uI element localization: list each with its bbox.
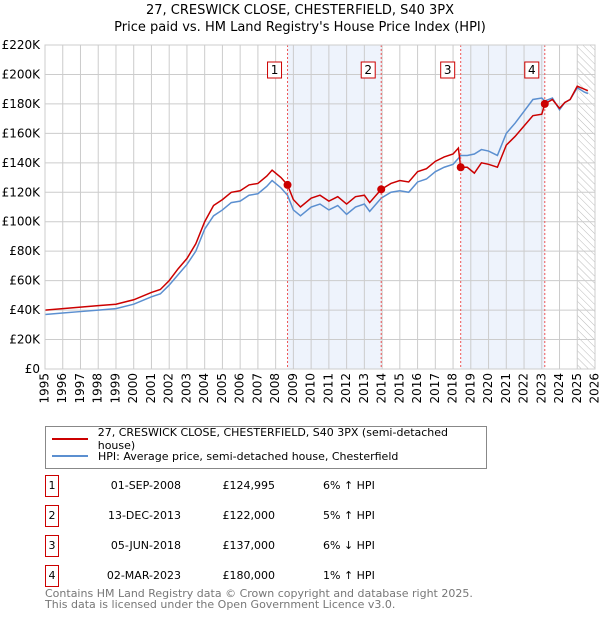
sale-label-box <box>440 61 456 79</box>
x-tick-label: 2015 <box>392 373 406 404</box>
x-tick-label: 2010 <box>304 373 318 404</box>
legend-item-property: 27, CRESWICK CLOSE, CHESTERFIELD, S40 3P… <box>52 426 486 452</box>
footer: Contains HM Land Registry data © Crown c… <box>45 588 473 610</box>
y-tick-label: £80K <box>9 244 41 258</box>
y-tick-label: £0 <box>25 362 40 376</box>
y-tick-label: £200K <box>2 67 42 81</box>
sale-marker-box: 2 <box>45 505 59 527</box>
y-tick-label: £120K <box>2 185 42 199</box>
legend-item-hpi: HPI: Average price, semi-detached house,… <box>52 448 398 464</box>
x-tick-label: 2023 <box>534 373 548 404</box>
future-hatch <box>577 45 595 369</box>
x-tick-label: 2016 <box>410 373 424 404</box>
x-tick-label: 2026 <box>588 373 600 404</box>
sale-label: 4 <box>528 63 536 77</box>
sale-price: £180,000 <box>222 569 276 582</box>
sale-point <box>456 163 465 172</box>
sale-date: 13-DEC-2013 <box>107 509 181 522</box>
shaded-period <box>460 45 545 369</box>
x-tick-label: 1996 <box>55 373 69 404</box>
x-tick-label: 2008 <box>268 373 282 404</box>
sale-marker-box: 3 <box>45 535 59 557</box>
x-tick-label: 2011 <box>321 373 335 404</box>
x-tick-label: 2025 <box>570 373 584 404</box>
sale-date: 02-MAR-2023 <box>106 569 181 582</box>
x-tick-label: 2009 <box>286 373 300 404</box>
sale-point <box>540 99 549 108</box>
footer-line: Contains HM Land Registry data © Crown c… <box>45 587 473 600</box>
y-tick-label: £40K <box>9 303 41 317</box>
y-tick-label: £100K <box>2 215 42 229</box>
y-tick-label: £180K <box>2 97 42 111</box>
sale-label-box <box>524 61 540 79</box>
x-tick-label: 2012 <box>339 373 353 404</box>
y-tick-label: £20K <box>9 333 41 347</box>
series-line <box>44 85 589 311</box>
sale-hpi-diff: 5% ↑ HPI <box>323 509 375 522</box>
legend-label: 27, CRESWICK CLOSE, CHESTERFIELD, S40 3P… <box>97 426 449 452</box>
x-tick-label: 2006 <box>233 373 247 404</box>
x-tick-label: 2002 <box>162 373 176 404</box>
x-tick-label: 2001 <box>144 373 158 404</box>
footer-line: This data is licensed under the Open Gov… <box>45 598 396 611</box>
x-tick-label: 2005 <box>215 373 229 404</box>
x-tick-label: 2013 <box>357 373 371 404</box>
sale-row: 2 13-DEC-2013 £122,000 5% ↑ HPI <box>45 505 445 529</box>
sale-price: £137,000 <box>222 539 276 552</box>
y-tick-label: £160K <box>2 126 42 140</box>
x-tick-label: 2018 <box>446 373 460 404</box>
x-tick-label: 2019 <box>463 373 477 404</box>
sale-date: 05-JUN-2018 <box>110 539 181 552</box>
x-tick-label: 2021 <box>499 373 513 404</box>
legend: 27, CRESWICK CLOSE, CHESTERFIELD, S40 3P… <box>45 426 487 469</box>
sale-price: £122,000 <box>222 509 276 522</box>
sale-hpi-diff: 6% ↑ HPI <box>323 479 375 492</box>
x-tick-label: 2024 <box>552 373 566 404</box>
x-tick-label: 1998 <box>91 373 105 404</box>
plot-border <box>44 44 596 370</box>
x-tick-label: 2022 <box>517 373 531 404</box>
x-tick-label: 1997 <box>73 373 87 404</box>
y-tick-label: £220K <box>2 38 42 52</box>
sale-point <box>283 180 292 189</box>
y-tick-label: £140K <box>2 156 42 170</box>
x-tick-label: 2020 <box>481 373 495 404</box>
sale-row: 3 05-JUN-2018 £137,000 6% ↓ HPI <box>45 535 445 559</box>
sale-hpi-diff: 6% ↓ HPI <box>323 539 375 552</box>
sale-point <box>377 185 386 194</box>
sale-price: £124,995 <box>222 479 276 492</box>
sale-label: 2 <box>364 63 372 77</box>
chart-title: 27, CRESWICK CLOSE, CHESTERFIELD, S40 3P… <box>145 3 455 18</box>
sale-marker-box: 4 <box>45 565 59 587</box>
sale-hpi-diff: 1% ↑ HPI <box>323 569 375 582</box>
x-tick-label: 1995 <box>38 373 52 404</box>
x-tick-label: 2000 <box>126 373 140 404</box>
sale-row: 4 02-MAR-2023 £180,000 1% ↑ HPI <box>45 565 445 589</box>
x-tick-label: 2014 <box>375 373 389 404</box>
series-line <box>44 86 589 316</box>
sale-label: 3 <box>444 63 452 77</box>
sale-label-box <box>360 61 376 79</box>
legend-label: HPI: Average price, semi-detached house,… <box>98 449 399 463</box>
x-tick-label: 1999 <box>108 373 122 404</box>
y-tick-label: £60K <box>9 274 41 288</box>
price-chart: 1995 1996 1997 1998 1999 2000 2001 2002 2003 2004… <box>2 38 600 404</box>
x-tick-label: 2004 <box>197 373 211 404</box>
sale-label: 1 <box>271 63 279 77</box>
sale-marker-box: 1 <box>45 475 59 497</box>
sale-label-box <box>267 61 283 79</box>
x-tick-label: 2003 <box>179 373 193 404</box>
x-tick-label: 2017 <box>428 373 442 404</box>
chart-subtitle: Price paid vs. HM Land Registry's House … <box>114 20 486 35</box>
sale-row: 1 01-SEP-2008 £124,995 6% ↑ HPI <box>45 475 445 499</box>
x-tick-label: 2007 <box>250 373 264 404</box>
sale-date: 01-SEP-2008 <box>110 479 181 492</box>
